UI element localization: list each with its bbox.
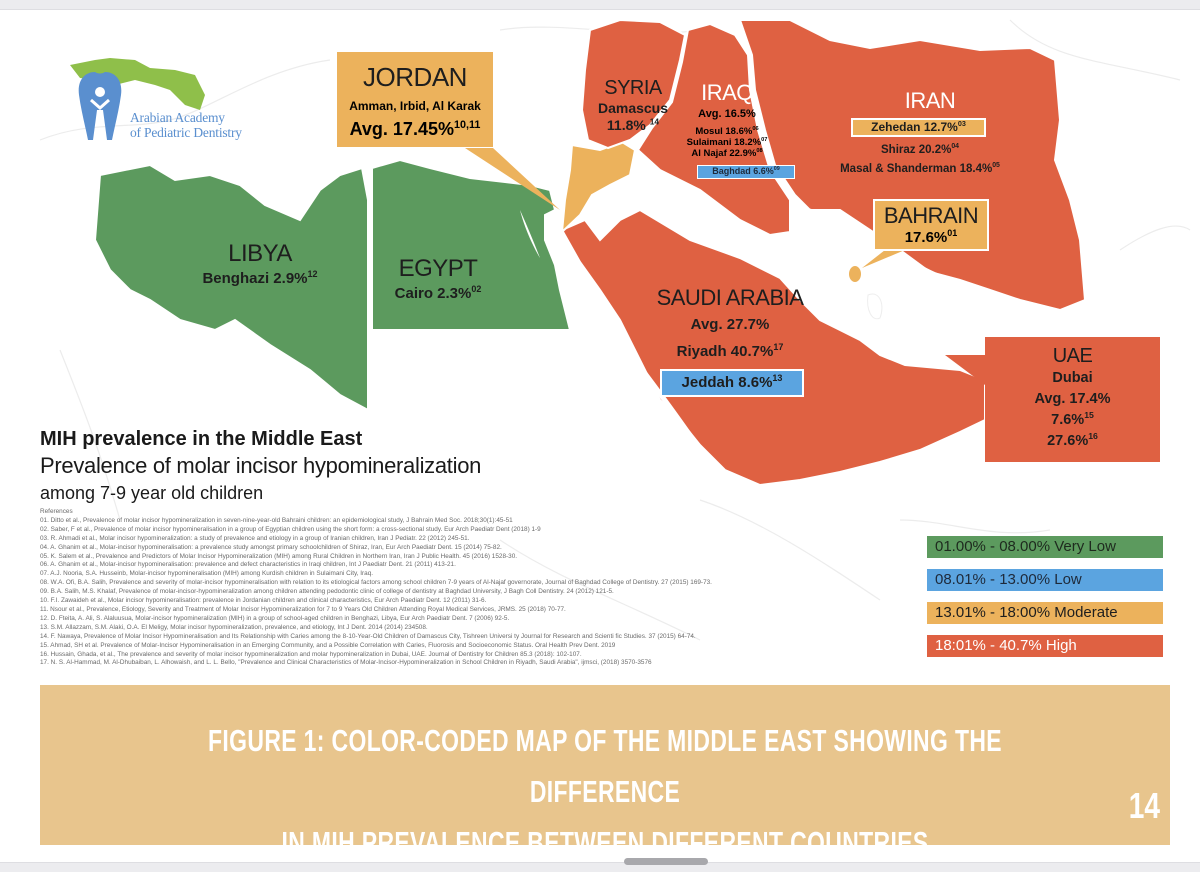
reference-item: 04. A. Ghanim et al., Molar-incisor hypo… [40,543,502,551]
reference-item: 03. R. Ahmadi et al., Molar incisor hypo… [40,534,470,542]
legend-high: 18:01% - 40.7% High [927,635,1163,657]
syria-label: SYRIA Damascus 11.8% 14 [588,77,678,134]
caption-line-1: FIGURE 1: COLOR-CODED MAP OF THE MIDDLE … [208,723,1002,809]
figure-caption: FIGURE 1: COLOR-CODED MAP OF THE MIDDLE … [187,715,1023,868]
iran-name: IRAN [904,88,956,113]
libya-label: LIBYA Benghazi 2.9%12 [180,240,340,287]
jordan-avg: Avg. 17.45%10,11 [349,119,481,139]
reference-item: 16. Hussain, Ghada, et al., The prevalen… [40,650,582,658]
uae-value-2: 27.6%16 [1047,431,1098,449]
saudi-name: SAUDI ARABIA [656,285,804,310]
egypt-name: EGYPT [398,255,478,282]
uae-city: Dubai [1052,370,1093,386]
bahrain-shape [849,266,861,282]
iraq-najaf: Al Najaf 22.9%08 [691,147,763,159]
uae-callout-pointer [945,355,985,385]
egypt-label: EGYPT Cairo 2.3%02 [378,255,498,302]
iran-cities: Shiraz 20.2%04 Masal & Shanderman 18.4%0… [820,141,1020,179]
saudi-riyadh: Riyadh 40.7%17 [676,342,784,361]
bahrain-name: BAHRAIN [883,203,979,228]
jordan-callout-pointer [465,148,560,210]
logo-line1: Arabian Academy [130,110,225,125]
figure-caption-band: FIGURE 1: COLOR-CODED MAP OF THE MIDDLE … [40,685,1170,860]
reference-item: 11. Nsour et al., Prevalence, Etiology, … [40,605,566,613]
logo-line2: of Pediatric Dentistry [130,125,242,140]
iraq-name: IRAQ [701,80,753,105]
reference-item: 07. A.J. Nooria, S.A. Husseinb, Molar-in… [40,570,374,578]
iraq-sulaimani: Sulaimani 18.2%07 [686,136,768,148]
bahrain-callout-pointer [862,250,905,268]
reference-item: 17. N. S. Al-Hammad, M. Al-Dhubaiban, L.… [40,659,652,667]
uae-name: UAE [1052,345,1093,367]
legend-moderate: 13.01% - 18:00% Moderate [927,602,1163,624]
iran-shiraz: Shiraz 20.2%04 [881,143,959,156]
reference-item: 08. W.A. Ofi, B.A. Salih, Prevalence and… [40,579,712,587]
iran-masal: Masal & Shanderman 18.4%05 [840,162,1000,175]
academy-logo-text: Arabian Academy of Pediatric Dentistry [130,110,242,140]
logo-map-tooth-icon [70,58,205,140]
bottom-bar [0,862,1200,872]
reference-item: 14. F. Nawaya, Prevalence of Molar Incis… [40,632,696,640]
iraq-shape [636,22,791,237]
saudi-avg: Avg. 27.7% [690,316,770,333]
reference-item: 15. Ahmad, SH et al. Prevalence of Molar… [40,641,616,649]
iraq-label: IRAQ Avg. 16.5% Mosul 18.6%06 Sulaimani … [672,80,782,159]
jordan-cities: Amman, Irbid, Al Karak [349,99,481,113]
zehedan-badge: Zehedan 12.7%03 [851,118,986,137]
jordan-callout: JORDAN Amman, Irbid, Al Karak Avg. 17.45… [337,52,493,147]
home-indicator-handle[interactable] [624,858,708,865]
uae-callout: UAE Dubai Avg. 17.4% 7.6%15 27.6%16 [985,337,1160,462]
prevalence-legend: 01.00% - 08.00% Very Low 08.01% - 13.00%… [927,536,1163,668]
uae-avg: Avg. 17.4% [1034,391,1111,407]
uae-value-1: 7.6%15 [1051,410,1094,428]
reference-item: 09. B.A. Salih, M.S. Khalaf, Prevalence … [40,588,614,596]
references-list: References 01. Ditto et al., Prevalence … [40,508,940,668]
middle-east-map [39,18,1191,641]
references-heading: References [40,508,73,515]
legend-very-low: 01.00% - 08.00% Very Low [927,536,1163,558]
reference-item: 13. S.M. Allazzam, S.M. Alaki, O.A. El M… [40,623,428,631]
bahrain-pct: 17.6%01 [904,228,958,247]
jordan-name: JORDAN [363,62,467,92]
reference-item: 05. K. Salem et al., Prevalence and Pred… [40,552,518,560]
egypt-city: Cairo 2.3%02 [394,284,482,303]
bahrain-callout: BAHRAIN 17.6%01 [873,199,989,251]
syria-shape [580,18,687,150]
persian-gulf [795,205,995,327]
figure-title: MIH prevalence in the Middle East [40,428,363,450]
egypt-shape [371,158,572,331]
iran-label: IRAN [830,88,1030,114]
libya-city: Benghazi 2.9%12 [202,269,318,288]
syria-name: SYRIA [604,77,662,99]
iraq-mosul: Mosul 18.6%06 [695,125,759,137]
syria-pct: 11.8% 14 [606,116,660,133]
caption-line-2: IN MIH PREVALENCE BETWEEN DIFFERENT COUN… [281,825,929,860]
reference-item: 12. D. Fteita, A. Ali, S. Alaluusua, Mol… [40,614,510,622]
academy-logo [55,50,255,150]
jeddah-badge: Jeddah 8.6%13 [660,369,804,397]
syria-city: Damascus [597,100,669,116]
saudi-arabia-label: SAUDI ARABIA Avg. 27.7% Riyadh 40.7%17 [620,285,840,365]
legend-low: 08.01% - 13.00% Low [927,569,1163,591]
reference-item: 10. F.I. Zawaideh et al., Molar incisor … [40,597,487,605]
page-number: 14 [1128,785,1160,826]
figure-subtitle: Prevalence of molar incisor hypominerali… [40,453,482,478]
top-toolbar-strip [0,0,1200,10]
libya-name: LIBYA [228,240,292,267]
iran-shape [738,19,1087,312]
figure-subtitle-2: among 7-9 year old children [40,483,264,503]
iraq-avg: Avg. 16.5% [698,108,756,120]
libya-shape [93,163,369,412]
reference-item: 02. Saber, F et al., Prevalence of molar… [40,525,541,533]
baghdad-badge: Baghdad 6.6%09 [697,165,795,179]
reference-item: 06. A. Ghanim et al., Molar-incisor hypo… [40,561,456,569]
iraq-cities: Mosul 18.6%06 Sulaimani 18.2%07 Al Najaf… [672,126,782,159]
reference-item: 01. Ditto et al., Prevalence of molar in… [40,516,513,524]
